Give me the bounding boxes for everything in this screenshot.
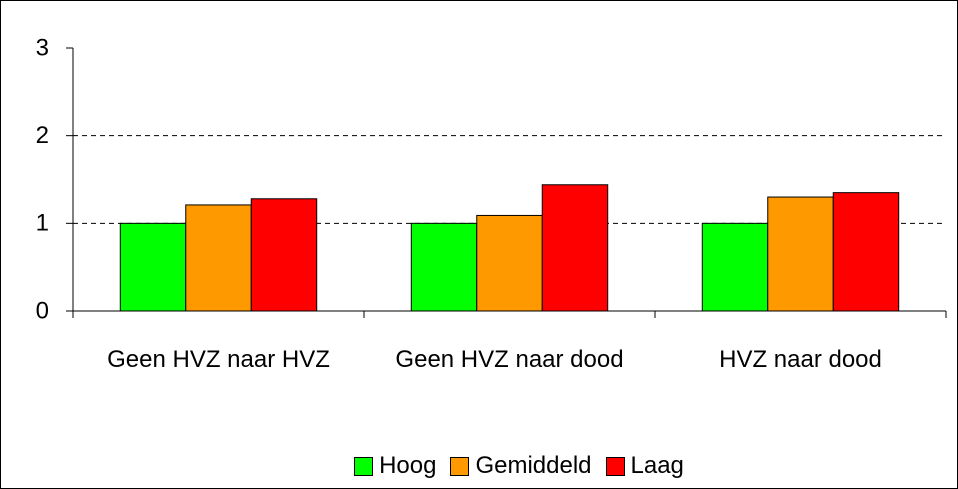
y-tick-label: 0 xyxy=(36,297,49,324)
y-tick-label: 2 xyxy=(36,122,49,149)
y-tick-label: 1 xyxy=(36,210,49,237)
bar xyxy=(185,204,252,312)
legend-label: Laag xyxy=(630,452,684,479)
legend-item: Gemiddeld xyxy=(450,452,592,480)
bar xyxy=(476,214,543,312)
legend-item: Hoog xyxy=(354,452,436,480)
legend: Hoog Gemiddeld Laag xyxy=(1,452,957,480)
legend-label: Hoog xyxy=(379,452,437,479)
bar xyxy=(119,222,187,312)
legend-label: Gemiddeld xyxy=(475,452,592,479)
bar xyxy=(250,198,318,312)
bar xyxy=(832,192,900,312)
bar xyxy=(541,184,609,312)
legend-item: Laag xyxy=(605,452,684,480)
bar xyxy=(410,222,478,312)
x-tick-label: Geen HVZ naar HVZ xyxy=(107,346,330,373)
bar xyxy=(767,196,834,312)
x-tick-label: Geen HVZ naar dood xyxy=(395,346,624,373)
y-tick-label: 3 xyxy=(36,34,49,61)
legend-swatch xyxy=(354,456,374,476)
bar xyxy=(701,222,769,312)
x-tick-label: HVZ naar dood xyxy=(719,346,882,373)
legend-swatch xyxy=(450,456,470,476)
legend-swatch xyxy=(605,456,625,476)
